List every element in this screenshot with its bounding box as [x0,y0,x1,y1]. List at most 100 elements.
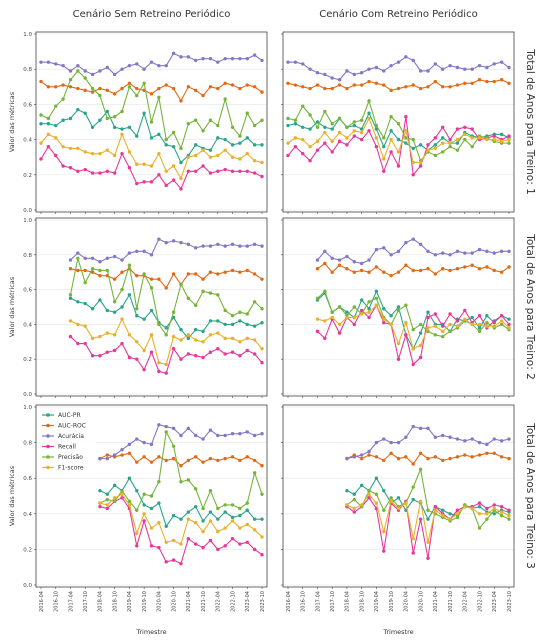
panel-3-2-point-0-9 [411,497,415,502]
panel-1-1-point-3-30 [260,174,264,179]
panel-3-2-point-2-22 [507,437,511,441]
panel-1-2-point-0-23 [455,141,460,145]
panel-3-1-point-3-20 [245,540,249,544]
panel-1-2-point-5-24 [463,132,467,137]
panel-3-1-point-5-10 [171,538,176,543]
panel-2-1-point-3-10 [142,367,146,372]
panel-3-1-point-5-12 [186,517,191,521]
panel-1-2-point-2-11 [367,67,371,71]
panel-3-2-point-0-1 [352,492,356,496]
panel-2-1-point-1-4 [98,273,102,278]
panel-3-2-point-2-20 [492,437,496,441]
panel-1-2-point-3-13 [382,169,386,173]
panel-1-2-point-3-30 [507,134,511,138]
panel-1-2-point-3-9 [352,134,356,138]
panel-1-2-point-5-7 [337,130,342,135]
panel-2-1-point-2-19 [208,244,213,248]
panel-1-2-point-0-1 [293,122,298,126]
panel-1-2-point-0-14 [389,129,393,133]
panel-2-2-point-3-24 [492,319,496,323]
panel-2-1-point-1-11 [149,277,154,281]
panel-1-1-point-3-26 [230,169,235,173]
panel-1-2-point-5-28 [492,137,496,142]
panel-3-1-point-2-16 [216,433,220,438]
panel-1-1-point-4-17 [164,137,168,142]
panel-3-2-point-2-5 [382,437,386,441]
panel-1-2-point-1-12 [374,81,379,85]
panel-3-1-point-4-16 [216,506,220,511]
panel-1-1-point-1-5 [76,86,80,91]
panel-2-2-point-5-20 [463,317,467,321]
panel-1-1-point-1-24 [216,86,220,91]
panel-1-2-point-1-29 [499,78,504,82]
panel-2-2-point-2-15 [426,249,430,254]
panel-1-1-point-2-20 [186,55,191,59]
panel-1-1-point-4-29 [252,123,257,128]
panel-2-2-point-4-1 [323,289,327,294]
panel-1-2-point-2-12 [374,65,379,70]
panel-1-2-point-1-21 [441,85,445,89]
panel-2-1-point-0-5 [105,308,110,313]
panel-2-1-point-0-22 [230,322,235,327]
panel-3-1-point-0-0 [98,488,102,493]
panel-3-2-point-1-3 [367,453,371,457]
panel-3-1-point-5-0 [98,501,102,505]
panel-2-2-point-2-25 [499,249,504,254]
panel-3-1-point-2-5 [135,437,139,441]
panel-3-2-point-2-8 [404,435,408,439]
panel-3-1-point-4-22 [260,492,264,496]
panel-3-2-point-1-16 [463,453,467,457]
panel-2-1-point-4-3 [90,267,95,271]
panel-2-1-point-0-0 [68,296,73,300]
panel-2-1-point-1-22 [230,268,235,273]
panel-3-1-point-1-6 [142,455,146,459]
panel-2-1-point-3-13 [164,371,168,375]
panel-1-1-point-0-29 [252,143,257,147]
panel-2-2-point-5-13 [411,347,415,351]
panel-1-1-point-4-27 [238,134,242,138]
panel-1-1-point-2-15 [149,60,154,64]
panel-2-1-point-4-26 [260,307,264,311]
panel-2-1-point-4-20 [216,293,220,297]
panel-1-1-point-5-30 [260,160,264,165]
panel-2-2-point-4-2 [330,310,334,314]
panel-1-1-point-1-3 [61,83,65,87]
panel-3-1-point-3-21 [252,547,257,552]
panel-1-2-point-4-23 [455,148,460,152]
panel-2-1-point-1-1 [76,268,80,273]
panel-1-2-point-2-15 [396,60,401,64]
panel-2-2-point-4-8 [374,296,379,300]
panel-3-1-point-3-8 [157,545,161,550]
panel-3-2-point-3-18 [477,501,482,505]
panel-2-1-point-3-21 [223,352,227,356]
panel-2-1-point-5-8 [127,333,132,337]
panel-2-1-line-5 [70,317,263,366]
panel-1-1-point-2-16 [157,63,161,68]
panel-1-2-point-3-2 [301,151,305,156]
panel-1-1-point-1-7 [90,90,95,94]
panel-1-1-point-5-17 [164,169,168,173]
panel-2-2-point-5-19 [455,324,460,328]
panel-2-2-point-4-5 [352,305,356,309]
panel-2-1-point-0-18 [201,329,205,334]
panel-3-2-xtick-label: 2019-04 [374,591,380,612]
panel-2-1-point-2-2 [83,256,87,260]
panel-3-2-point-2-3 [367,449,371,454]
panel-1-2-point-3-4 [315,148,320,152]
panel-3-2-xtick-label: 2018-10 [359,591,365,612]
panel-1-1-point-0-4 [68,116,73,121]
panel-2-2-point-2-8 [374,247,379,252]
panel-2-1-point-2-11 [149,253,154,257]
panel-2-1-point-5-20 [216,331,220,335]
panel-3-1-point-5-18 [230,519,235,523]
panel-3-2-point-1-2 [359,456,364,461]
panel-3-1-point-2-13 [194,433,198,438]
panel-3-1-point-0-2 [112,483,117,488]
panel-3-1-xtick-label: 2021-10 [201,591,207,612]
panel-1-1-point-5-19 [179,176,183,181]
panel-2-1-point-1-24 [245,268,249,273]
panel-3-2-point-4-15 [455,515,460,520]
panel-3-2-point-4-1 [352,497,356,502]
panel-2-2-point-1-5 [352,270,356,274]
